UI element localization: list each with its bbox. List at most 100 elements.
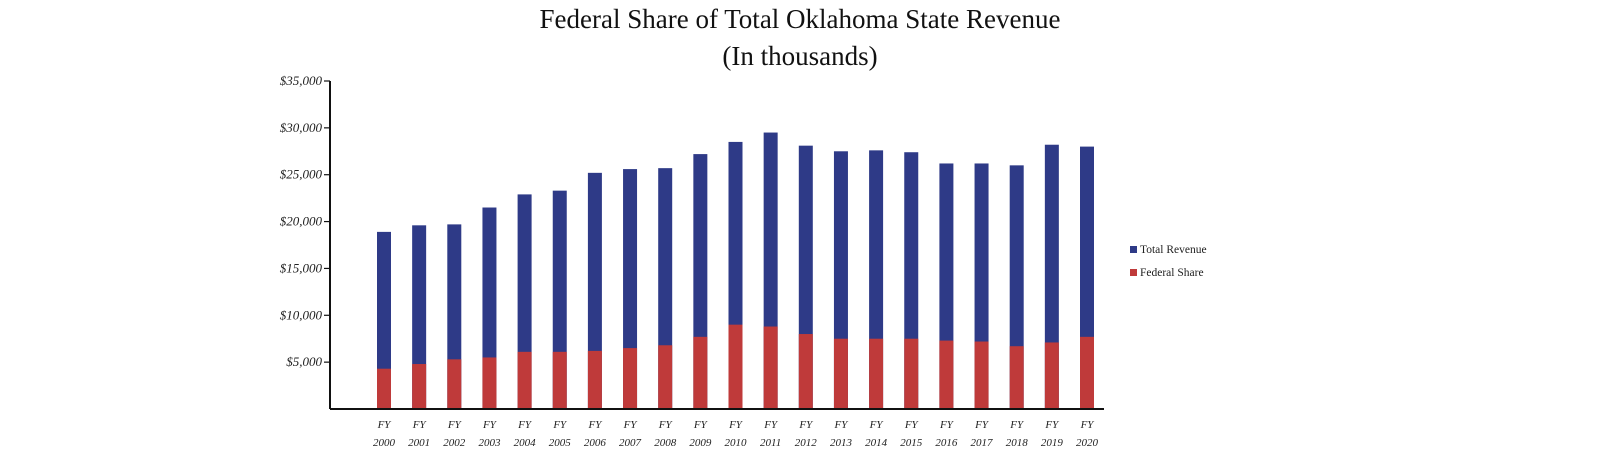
x-tick-label-prefix: FY [412,419,428,431]
x-tick-label-year: 2019 [1041,437,1064,449]
bar-federal-share [517,351,532,409]
x-tick-label-year: 2003 [478,437,501,449]
legend-swatch [1130,269,1137,276]
x-tick-label: FY 2017 [971,419,994,449]
bar-federal-share [447,359,462,409]
x-tick-label: FY 2011 [760,419,781,449]
bar-federal-share [1044,342,1059,409]
bar-federal-share [377,368,391,409]
x-tick-label-year: 2006 [584,437,607,449]
y-tick-label: $30,000 [280,120,323,135]
y-tick-label: $25,000 [280,167,323,182]
x-tick-label-prefix: FY [447,419,463,431]
bar-federal-share [728,324,743,409]
bar-federal-share [693,336,708,409]
y-tick-label: $20,000 [280,214,323,229]
x-tick-label: FY 2008 [654,419,677,449]
bar-federal-share [552,351,567,409]
x-tick-label-prefix: FY [974,419,990,431]
x-tick-label-prefix: FY [1080,419,1096,431]
x-tick-label: FY 2020 [1076,419,1099,449]
bar-federal-share [939,340,954,409]
x-tick-label-prefix: FY [587,419,603,431]
x-tick-label: FY 2001 [408,419,430,449]
x-tick-label: FY 2004 [514,419,537,449]
y-tick-label: $10,000 [280,307,323,322]
bar-federal-share [1080,336,1094,409]
bar-federal-share [587,350,602,409]
x-tick-label-year: 2000 [373,437,396,449]
chart-title: Federal Share of Total Oklahoma State Re… [539,4,1061,34]
y-tick-label: $15,000 [280,260,323,275]
x-tick-label: FY 2009 [689,419,712,449]
bar-total-revenue [587,172,602,409]
x-tick-label-prefix: FY [693,419,709,431]
x-tick-label-prefix: FY [869,419,885,431]
y-axis-ticks: $5,000 $10,000 $15,000 $20,000 $25,000 $30,00… [280,73,330,369]
x-tick-label-year: 2004 [514,437,537,449]
legend-label: Federal Share [1140,267,1204,279]
x-tick-label-year: 2010 [725,437,748,449]
x-tick-label-prefix: FY [834,419,850,431]
x-tick-label-prefix: FY [904,419,920,431]
x-tick-label: FY 2019 [1041,419,1064,449]
x-tick-label-year: 2002 [443,437,466,449]
x-tick-label-prefix: FY [658,419,674,431]
x-tick-label: FY 2005 [549,419,572,449]
x-axis-labels: FY 2000 FY 2001 FY 2002 FY 2003 FY 2004 FY 2005 FY 20… [373,419,1099,449]
x-tick-label: FY 2013 [830,419,853,449]
x-tick-label-prefix: FY [623,419,639,431]
legend-item: Federal Share [1130,267,1204,279]
x-tick-label-year: 2008 [654,437,677,449]
x-tick-label-year: 2015 [900,437,923,449]
chart-subtitle: (In thousands) [722,41,878,71]
x-tick-label: FY 2016 [935,419,958,449]
bar-federal-share [658,345,673,409]
x-tick-label-year: 2005 [549,437,572,449]
x-tick-label-prefix: FY [517,419,533,431]
legend: Total Revenue Federal Share [1130,244,1207,279]
x-tick-label: FY 2002 [443,419,466,449]
x-tick-label: FY 2007 [619,419,642,449]
bar-federal-share [798,334,813,409]
bar-federal-share [412,364,427,409]
x-tick-label-year: 2009 [689,437,712,449]
y-tick-label: $5,000 [286,354,322,369]
x-tick-label-year: 2011 [760,437,781,449]
x-tick-label: FY 2000 [373,419,396,449]
axes [329,81,1104,410]
x-tick-label-prefix: FY [1044,419,1060,431]
x-tick-label: FY 2015 [900,419,923,449]
legend-swatch [1130,246,1137,253]
x-tick-label: FY 2010 [725,419,748,449]
x-tick-label-year: 2018 [1006,437,1029,449]
legend-item: Total Revenue [1130,244,1207,256]
x-tick-label-prefix: FY [482,419,498,431]
x-tick-label: FY 2006 [584,419,607,449]
x-tick-label-prefix: FY [728,419,744,431]
x-tick-label-year: 2013 [830,437,853,449]
x-tick-label-year: 2001 [408,437,430,449]
x-tick-label-prefix: FY [1009,419,1025,431]
x-tick-label-year: 2020 [1076,437,1099,449]
bar-federal-share [763,326,778,409]
bar-total-revenue [412,225,427,409]
x-tick-label-prefix: FY [798,419,814,431]
bar-federal-share [869,338,884,409]
bar-total-revenue [377,231,391,409]
bar-federal-share [833,338,848,409]
bars [377,132,1094,410]
x-tick-label-year: 2016 [935,437,958,449]
bar-federal-share [482,357,497,409]
x-tick-label: FY 2018 [1006,419,1029,449]
x-tick-label-year: 2014 [865,437,888,449]
x-tick-label-prefix: FY [763,419,779,431]
x-tick-label-prefix: FY [377,419,393,431]
x-tick-label: FY 2003 [478,419,501,449]
x-tick-label-year: 2012 [795,437,818,449]
bar-federal-share [1009,346,1024,409]
bar-federal-share [974,341,989,409]
y-tick-label: $35,000 [280,73,323,88]
x-tick-label: FY 2012 [795,419,818,449]
